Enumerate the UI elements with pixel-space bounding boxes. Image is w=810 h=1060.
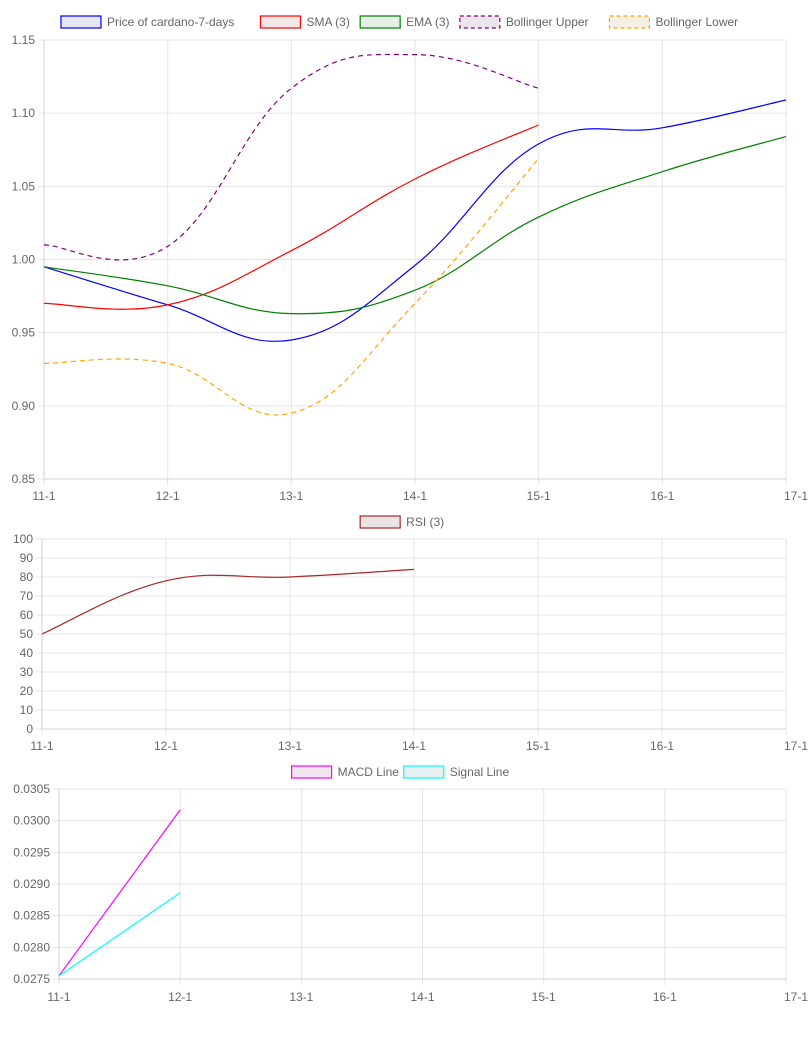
y-tick-label: 1.15 [12,33,36,47]
legend-label: Bollinger Lower [655,15,738,29]
legend-label: Bollinger Upper [506,15,589,29]
legend-swatch [359,15,401,29]
x-tick-label: 14-1 [410,990,434,1004]
legend-swatch [459,15,501,29]
y-tick-label: 0.0285 [13,909,50,923]
x-tick-label: 17-1 [784,990,808,1004]
y-tick-label: 70 [20,589,34,603]
y-tick-label: 0.0280 [13,940,50,954]
legend-label: RSI (3) [406,515,444,529]
legend-label: EMA (3) [406,15,449,29]
y-tick-label: 10 [20,703,34,717]
series-line-1 [58,892,181,977]
y-tick-label: 0 [26,722,33,736]
y-tick-label: 1.00 [12,253,36,267]
legend-label: MACD Line [338,765,400,779]
legend: Price of cardano-7-days SMA (3) EMA (3) Bol… [60,15,738,29]
legend-item: Price of cardano-7-days [60,15,234,29]
legend: RSI (3) [359,515,444,529]
y-tick-label: 0.0300 [13,814,50,828]
series-line-2 [43,136,787,315]
y-tick-label: 1.10 [12,106,36,120]
y-tick-label: 100 [13,532,33,546]
x-tick-label: 15-1 [532,990,556,1004]
legend-swatch [259,15,302,29]
grid [53,788,787,985]
y-tick-label: 0.85 [12,472,36,486]
x-tick-label: 12-1 [168,990,192,1004]
legend-item: SMA (3) [259,15,350,29]
y-tick-label: 50 [20,627,34,641]
y-tick-label: 40 [20,646,34,660]
series-line-0 [41,568,415,635]
y-tick-label: 0.0275 [13,972,50,986]
series-line-1 [43,124,539,310]
x-tick-label: 11-1 [47,990,70,1004]
y-tick-label: 80 [20,570,34,584]
macd-chart: 0.0275 0.0280 0.0285 0.0290 0.0295 0.0300 0.03… [13,765,808,1004]
y-tick-label: 0.0295 [13,845,50,859]
x-tick-label: 16-1 [650,489,674,503]
x-tick-label: 12-1 [156,489,180,503]
price-chart: 0.85 0.90 0.95 1.00 1.05 1.10 1.15 11-1 12-1 13-1… [12,15,809,503]
legend-item: Bollinger Lower [608,15,738,29]
x-tick-label: 13-1 [289,990,313,1004]
grid [38,39,787,485]
x-tick-label: 11-1 [32,489,55,503]
legend-item: Signal Line [403,765,510,779]
legend-swatch [608,15,651,29]
x-tick-label: 13-1 [279,489,303,503]
legend-item: RSI (3) [359,515,444,529]
x-tick-label: 15-1 [526,739,550,753]
x-tick-label: 14-1 [403,489,427,503]
legend-label: SMA (3) [306,15,349,29]
y-tick-label: 90 [20,551,34,565]
legend-swatch [359,515,401,529]
x-tick-label: 17-1 [784,489,808,503]
y-tick-label: 0.0305 [13,782,50,796]
y-tick-label: 30 [20,665,34,679]
y-tick-label: 20 [20,684,34,698]
series-line-0 [58,809,181,977]
x-tick-label: 16-1 [653,990,677,1004]
x-tick-label: 15-1 [527,489,551,503]
x-tick-label: 16-1 [650,739,674,753]
rsi-chart: 0 10 20 30 40 50 60 70 80 90 100 11-1 12-1 13-1 14-1 15… [13,515,808,753]
x-tick-label: 12-1 [154,739,178,753]
x-tick-label: 11-1 [30,739,53,753]
legend-item: EMA (3) [359,15,450,29]
y-tick-label: 0.95 [12,326,36,340]
legend-item: Bollinger Upper [459,15,589,29]
y-tick-label: 60 [20,608,34,622]
grid [36,538,787,735]
x-tick-label: 17-1 [784,739,808,753]
y-tick-label: 0.90 [12,399,36,413]
x-tick-label: 13-1 [278,739,302,753]
legend-swatch [291,765,333,779]
legend-swatch [403,765,445,779]
y-tick-label: 0.0290 [13,877,50,891]
legend-item: MACD Line [291,765,400,779]
y-tick-label: 1.05 [12,179,36,193]
legend-label: Signal Line [450,765,510,779]
legend-swatch [60,15,102,29]
x-tick-label: 14-1 [402,739,426,753]
legend: MACD Line Signal Line [291,765,510,779]
legend-label: Price of cardano-7-days [107,15,234,29]
